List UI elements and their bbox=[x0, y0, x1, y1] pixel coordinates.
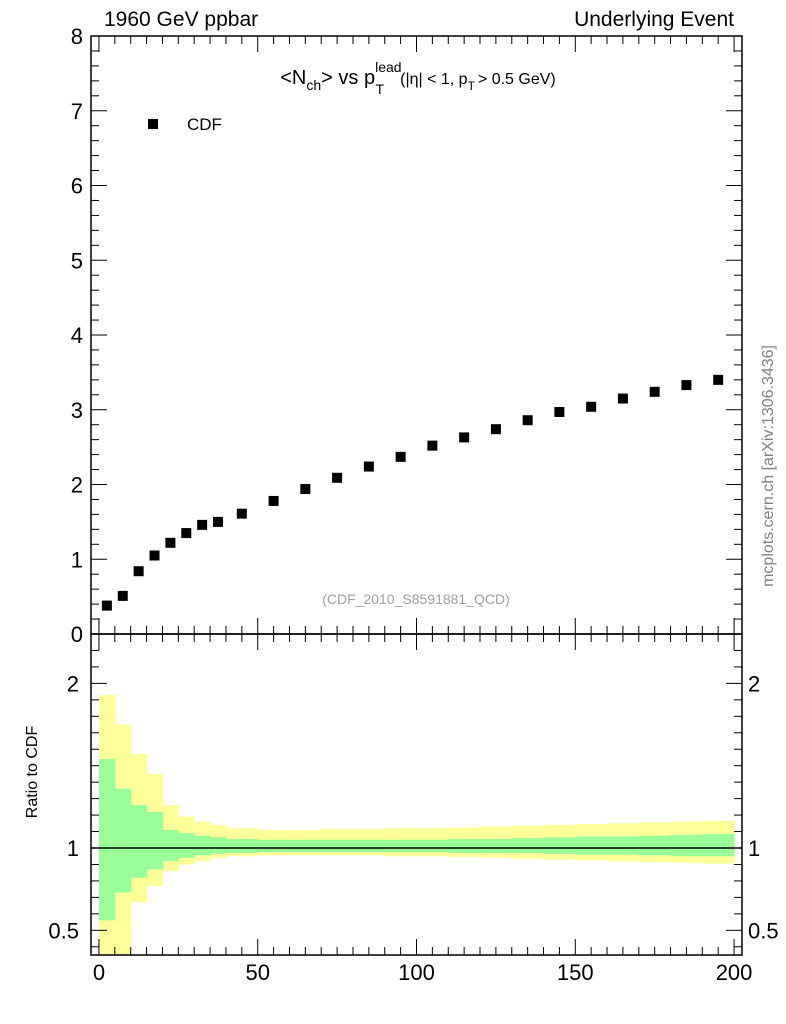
header-right-label: Underlying Event bbox=[574, 8, 734, 31]
inner-band-bin bbox=[98, 759, 116, 921]
inner-band-bin bbox=[146, 811, 163, 870]
y-tick-label: 6 bbox=[71, 174, 83, 199]
x-tick-label: 50 bbox=[245, 960, 269, 985]
y-tick-label: 5 bbox=[71, 248, 83, 273]
y-tick-label: 1 bbox=[71, 547, 83, 572]
data-point bbox=[197, 519, 208, 530]
x-tick-label: 150 bbox=[557, 960, 594, 985]
inner-band-bin bbox=[289, 839, 322, 853]
data-point bbox=[332, 472, 343, 483]
inner-band-bin bbox=[543, 837, 576, 854]
inner-band-bin bbox=[178, 833, 195, 858]
x-tick-label: 200 bbox=[716, 960, 753, 985]
y-tick-label: 4 bbox=[71, 323, 83, 348]
y-tick-label: 0.5 bbox=[48, 918, 79, 943]
inner-band-bin bbox=[210, 837, 227, 854]
inner-band-bin bbox=[670, 834, 703, 857]
y-tick-label-right: 1 bbox=[748, 836, 760, 861]
data-point bbox=[490, 424, 501, 435]
y-tick-label-right: 2 bbox=[748, 671, 760, 696]
cdf-markers bbox=[101, 374, 724, 611]
x-tick-label: 100 bbox=[398, 960, 435, 985]
data-point bbox=[181, 528, 192, 539]
ratio-inner-band bbox=[98, 759, 735, 921]
axis-ticks bbox=[91, 35, 742, 955]
y-tick-label: 1 bbox=[67, 836, 79, 861]
data-point bbox=[427, 440, 438, 451]
analysis-watermark: (CDF_2010_S8591881_QCD) bbox=[322, 591, 510, 607]
inner-band-bin bbox=[352, 839, 386, 853]
inner-band-bin bbox=[416, 839, 449, 853]
data-point bbox=[363, 461, 374, 472]
data-point bbox=[101, 600, 112, 611]
y-tick-label: 2 bbox=[71, 473, 83, 498]
data-point bbox=[586, 401, 597, 412]
inner-band-bin bbox=[480, 838, 513, 853]
x-tick-label: 0 bbox=[93, 960, 105, 985]
inner-band-bin bbox=[702, 834, 735, 857]
inner-band-bin bbox=[384, 839, 417, 853]
data-point bbox=[300, 483, 311, 494]
inner-band-bin bbox=[638, 835, 672, 856]
data-point bbox=[213, 516, 224, 527]
inner-band-bin bbox=[257, 839, 290, 853]
inner-band-bin bbox=[511, 838, 545, 853]
inner-band-bin bbox=[114, 788, 132, 893]
data-point bbox=[149, 550, 160, 561]
inner-band-bin bbox=[194, 835, 211, 856]
tick-labels: 0 1 2 3 4 5 6 7 8 0.5 0.5 1 1 2 2 0 50 100 150 200 bbox=[48, 24, 778, 985]
ratio-plot-frame bbox=[90, 633, 743, 956]
data-point bbox=[268, 495, 279, 506]
y-tick-label: 0 bbox=[71, 622, 83, 647]
inner-band-bin bbox=[448, 838, 481, 853]
inner-band-bin bbox=[575, 836, 608, 855]
y-tick-label: 3 bbox=[71, 398, 83, 423]
y-tick-label-right: 0.5 bbox=[748, 918, 779, 943]
data-point bbox=[133, 566, 144, 577]
data-point bbox=[459, 432, 470, 443]
data-point bbox=[554, 406, 565, 417]
ratio-y-axis-label: Ratio to CDF bbox=[24, 726, 41, 819]
plot-title: <Nch> vs plead T(|η| < 1, pT > 0.5 GeV) bbox=[280, 59, 556, 97]
data-point bbox=[117, 590, 128, 601]
inner-band-bin bbox=[607, 836, 640, 855]
legend-marker bbox=[148, 119, 158, 129]
data-point bbox=[649, 386, 660, 397]
inner-band-bin bbox=[130, 805, 148, 878]
inner-band-bin bbox=[162, 829, 179, 862]
data-point bbox=[522, 415, 533, 426]
y-tick-label: 2 bbox=[67, 671, 79, 696]
data-point bbox=[713, 374, 724, 385]
data-point bbox=[165, 537, 176, 548]
data-point bbox=[617, 393, 628, 404]
ratio-outer-band bbox=[98, 694, 735, 955]
data-point bbox=[236, 508, 247, 519]
header-left-label: 1960 GeV ppbar bbox=[104, 8, 259, 31]
data-point bbox=[681, 380, 692, 391]
inner-band-bin bbox=[321, 839, 354, 853]
legend-label: CDF bbox=[187, 115, 222, 134]
data-point bbox=[395, 451, 406, 462]
y-tick-label: 8 bbox=[71, 24, 83, 49]
y-tick-label: 7 bbox=[71, 99, 83, 124]
inner-band-bin bbox=[225, 838, 259, 853]
